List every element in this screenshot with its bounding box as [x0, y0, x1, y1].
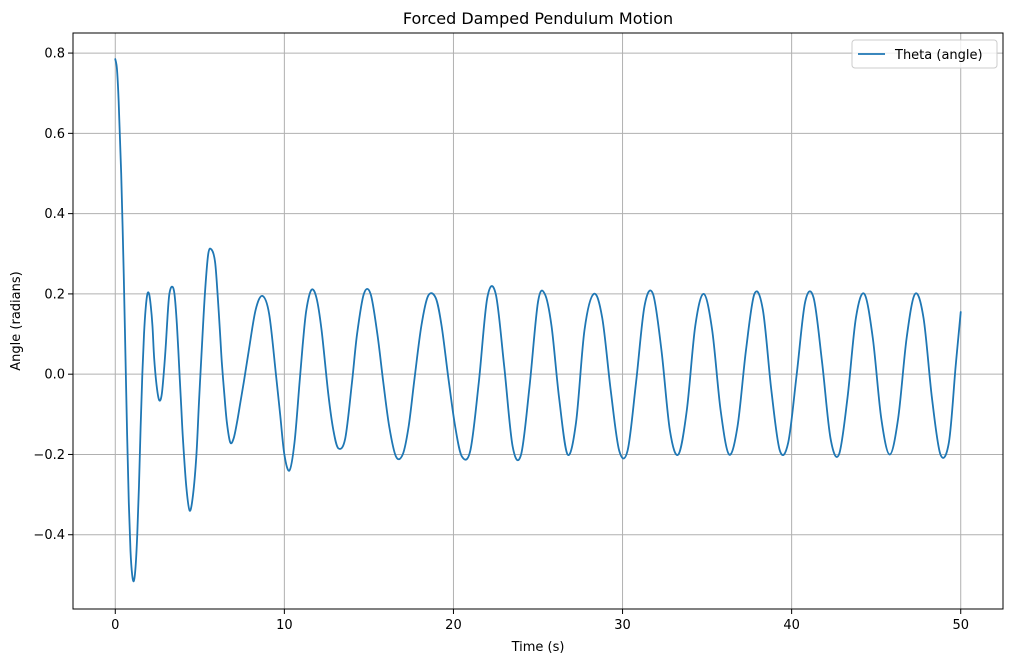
- legend-box: [851, 39, 998, 69]
- y-tick-label: 0.4: [44, 207, 65, 222]
- series-line-theta: [114, 58, 962, 583]
- y-tick-label: 0.0: [44, 368, 65, 383]
- y-tick-label: 0.2: [44, 287, 65, 302]
- legend: Theta (angle): [851, 39, 998, 69]
- y-tick-label: 0.6: [44, 127, 65, 142]
- plot-area: [72, 32, 1004, 610]
- y-axis-label: Angle (radians): [9, 271, 24, 370]
- plot-background: [73, 33, 1003, 609]
- legend-label: Theta (angle): [894, 48, 983, 63]
- x-axis-label: Time (s): [511, 640, 565, 655]
- y-tick-label: −0.4: [33, 528, 65, 543]
- y-tick-label: −0.2: [33, 448, 65, 463]
- x-tick-label: 20: [445, 618, 462, 633]
- x-tick-label: 50: [952, 618, 969, 633]
- x-axis-ticks: 0 10 20 30 40 50: [111, 609, 969, 633]
- x-tick-label: 10: [276, 618, 293, 633]
- x-tick-label: 0: [111, 618, 119, 633]
- x-tick-label: 30: [614, 618, 631, 633]
- chart-title: Forced Damped Pendulum Motion: [403, 9, 673, 28]
- plot-frame: [72, 32, 1004, 610]
- y-tick-label: 0.8: [44, 47, 65, 62]
- y-gridlines: [73, 52, 1003, 536]
- y-axis-ticks: −0.4 −0.2 0.0 0.2 0.4 0.6 0.8: [33, 47, 73, 543]
- x-tick-label: 40: [783, 618, 800, 633]
